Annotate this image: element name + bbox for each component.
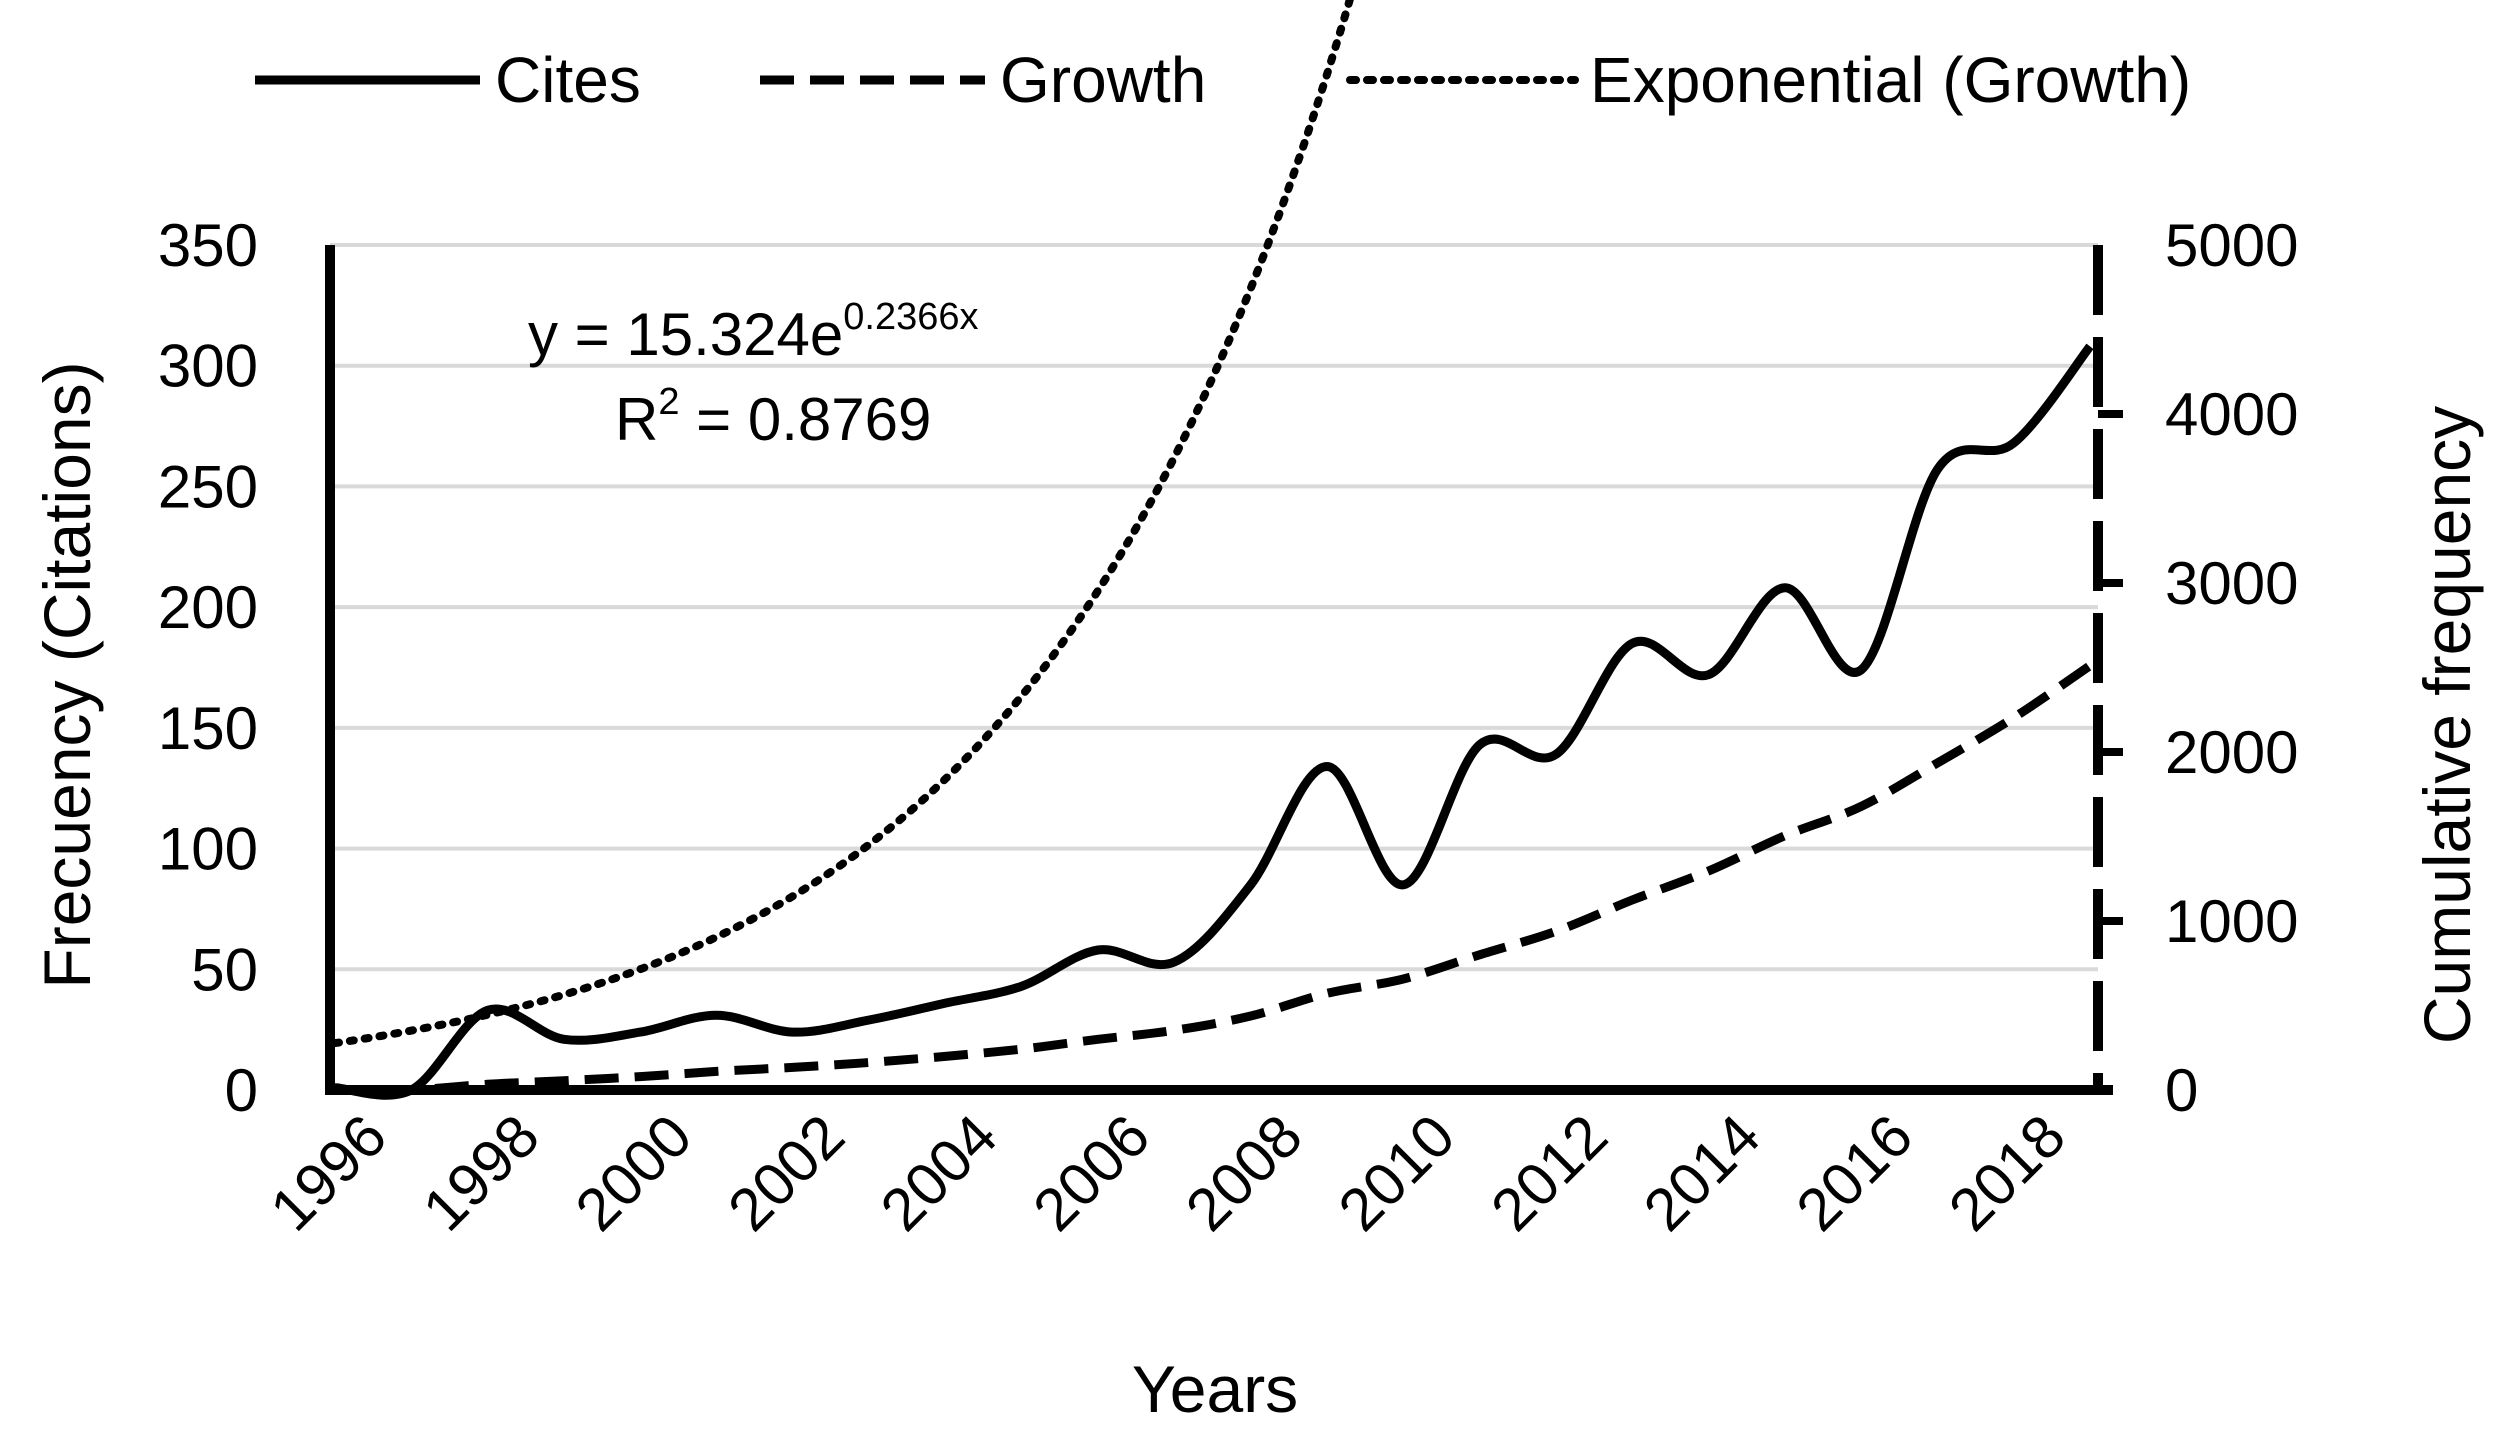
y-tick-label: 150 [158,695,258,762]
x-tick-label: 1996 [257,1102,399,1244]
x-tick-label: 2000 [563,1102,705,1244]
y2-tick-label: 1000 [2165,888,2298,955]
x-tick-label: 2002 [715,1102,857,1244]
trendline-equation: y = 15.324e0.2366x [528,296,979,368]
x-tick-label: 2018 [1936,1102,2078,1244]
series-growth-line [334,661,2093,1095]
y-axis-title: Frecuency (Citations) [30,361,104,988]
series-exponential-growth-line [331,0,1354,1048]
y2-tick-label: 0 [2165,1057,2198,1124]
series-layer [331,0,2094,1100]
y-tick-label: 300 [158,333,258,400]
y-tick-label: 0 [225,1057,258,1124]
y2-tick-label: 5000 [2165,212,2298,279]
axes-layer [325,245,2113,1095]
y-tick-label: 200 [158,574,258,641]
y-tick-label: 250 [158,453,258,520]
legend-label-growth: Growth [1000,44,1206,116]
y-tick-label: 350 [158,212,258,279]
x-tick-label: 2004 [868,1102,1010,1244]
x-tick-label: 2014 [1631,1102,1773,1244]
y2-tick-label: 3000 [2165,550,2298,617]
series-cites-line [334,343,2094,1100]
x-tick-label: 2008 [1173,1102,1315,1244]
x-tick-label: 2016 [1784,1102,1926,1244]
legend-label-exponential: Exponential (Growth) [1590,44,2191,116]
y2-tick-label: 2000 [2165,719,2298,786]
x-axis-title: Years [1132,1352,1298,1426]
x-tick-label: 2012 [1478,1102,1620,1244]
y-tick-label: 100 [158,816,258,883]
x-tick-label: 2010 [1326,1102,1468,1244]
y-tick-label: 50 [191,936,258,1003]
y2-tick-label: 4000 [2165,381,2298,448]
legend: Cites Growth Exponential (Growth) [255,44,2191,116]
legend-label-cites: Cites [495,44,641,116]
y2-axis-title: Cumulative frequency [2410,406,2484,1044]
gridlines [330,243,2098,972]
x-tick-label: 2006 [1020,1102,1162,1244]
trendline-annotation: y = 15.324e0.2366x R2 = 0.8769 [528,296,979,453]
trendline-r-squared: R2 = 0.8769 [615,381,931,453]
x-tick-label: 1998 [410,1102,552,1244]
